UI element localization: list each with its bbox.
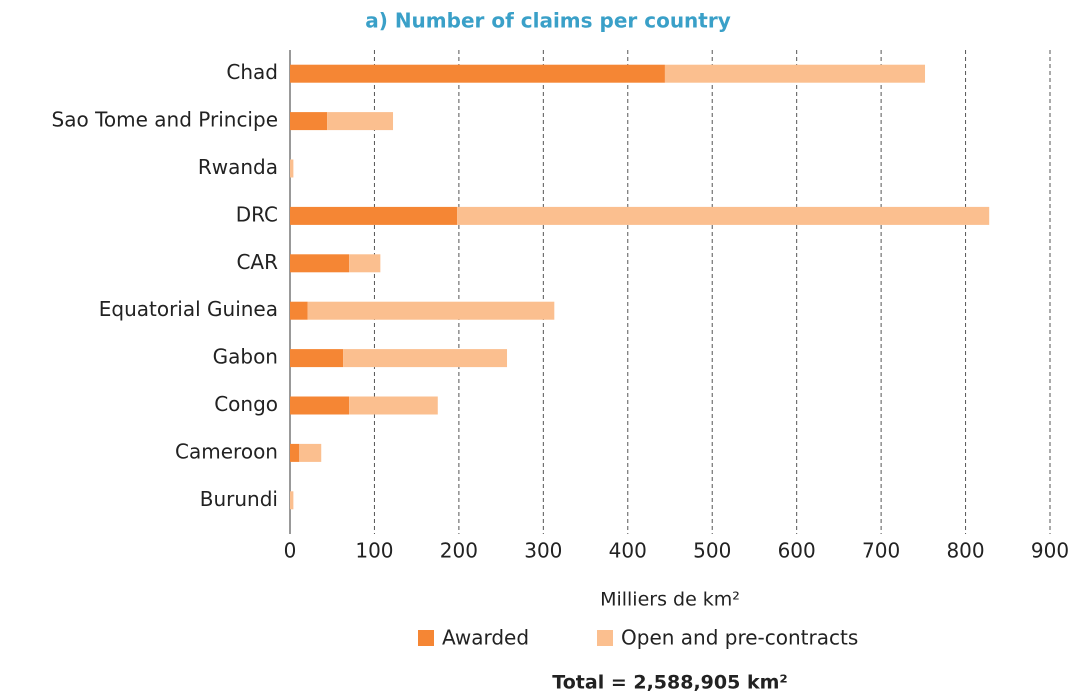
x-tick-label: 500 <box>693 539 731 563</box>
legend-label: Open and pre-contracts <box>621 626 858 650</box>
bar-segment <box>349 254 381 273</box>
bar-segment <box>299 443 322 462</box>
bar-segment <box>290 64 665 83</box>
bar-segment <box>343 349 508 368</box>
bar-segment <box>290 159 294 178</box>
y-tick-label: Rwanda <box>198 155 278 179</box>
total-annotation: Total = 2,588,905 km² <box>552 672 787 694</box>
bar-segment <box>290 349 344 368</box>
x-tick-label: 400 <box>609 539 647 563</box>
y-tick-label: Chad <box>226 60 278 84</box>
bar-segment <box>290 112 328 131</box>
bar-segment <box>290 396 350 415</box>
bar-segment <box>290 491 294 510</box>
bar-segment <box>307 301 555 320</box>
y-tick-label: Burundi <box>200 487 278 511</box>
x-tick-label: 600 <box>778 539 816 563</box>
legend-swatch <box>418 630 434 646</box>
bar-segment <box>327 112 394 131</box>
y-tick-label: DRC <box>236 202 278 226</box>
bar-segment <box>457 206 990 225</box>
bar-segment <box>290 254 350 273</box>
x-tick-label: 300 <box>524 539 562 563</box>
legend-label: Awarded <box>442 626 529 650</box>
y-tick-label: Equatorial Guinea <box>99 297 278 321</box>
bar-segment <box>349 396 438 415</box>
y-tick-label: Cameroon <box>175 439 278 463</box>
bar-segment <box>290 301 308 320</box>
bar-segment <box>290 443 300 462</box>
x-tick-label: 0 <box>284 539 297 563</box>
bar-segment <box>290 206 458 225</box>
chart-title: a) Number of claims per country <box>365 9 731 33</box>
x-tick-label: 100 <box>355 539 393 563</box>
x-tick-label: 800 <box>946 539 984 563</box>
y-tick-label: Congo <box>214 392 278 416</box>
y-tick-label: CAR <box>236 250 278 274</box>
bar-segment <box>664 64 926 83</box>
y-tick-label: Sao Tome and Principe <box>52 108 278 132</box>
x-tick-label: 200 <box>440 539 478 563</box>
x-tick-label: 900 <box>1031 539 1069 563</box>
legend-swatch <box>597 630 613 646</box>
x-tick-label: 700 <box>862 539 900 563</box>
y-tick-label: Gabon <box>213 345 278 369</box>
x-axis-title: Milliers de km² <box>600 589 740 611</box>
